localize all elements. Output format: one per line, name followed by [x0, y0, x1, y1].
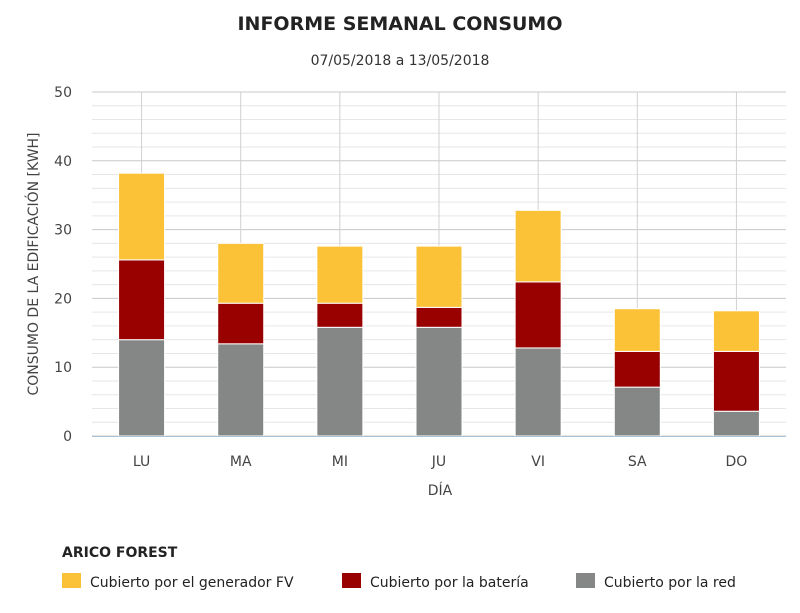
- bar-segment: [217, 242, 265, 304]
- bar-segment: [712, 350, 760, 412]
- chart-title: INFORME SEMANAL CONSUMO: [237, 13, 562, 35]
- chart-subtitle: 07/05/2018 a 13/05/2018: [311, 53, 490, 69]
- legend-swatch: [342, 573, 361, 588]
- x-tick-label: MA: [230, 454, 252, 470]
- bar-segment: [217, 343, 265, 437]
- legend-item: Cubierto por el generador FV: [90, 575, 294, 591]
- y-axis-label: CONSUMO DE LA EDIFICACIÓN [KWH]: [24, 132, 42, 395]
- legend: Cubierto por el generador FV Cubierto por…: [62, 573, 736, 591]
- x-tick-label: VI: [531, 454, 545, 470]
- bar-segment: [613, 308, 661, 352]
- y-tick-label: 50: [54, 85, 72, 101]
- bar-segment: [415, 245, 463, 308]
- bar-segment: [613, 386, 661, 437]
- x-tick-label: JU: [431, 454, 446, 470]
- legend-swatch: [62, 573, 81, 588]
- bar-segment: [217, 302, 265, 345]
- bar-segment: [415, 326, 463, 437]
- bar-segment: [118, 259, 166, 341]
- legend-item: Cubierto por la red: [604, 575, 736, 591]
- bar-segment: [415, 306, 463, 328]
- axes: 0 10 20 30 40 50 LU MA MI JU VI SA DO: [54, 85, 786, 470]
- bar-segment: [613, 350, 661, 388]
- bar-segment: [514, 347, 562, 437]
- bar-segment: [514, 209, 562, 283]
- bar-segment: [712, 410, 760, 437]
- bar-segment: [712, 310, 760, 352]
- y-tick-label: 30: [54, 223, 72, 239]
- bar-segment: [118, 339, 166, 437]
- x-tick-label: SA: [628, 454, 647, 470]
- x-tick-label: LU: [133, 454, 150, 470]
- y-tick-label: 10: [54, 360, 72, 376]
- x-tick-label: DO: [726, 454, 748, 470]
- bar-segment: [316, 302, 364, 328]
- bar-segment: [316, 245, 364, 304]
- x-tick-label: MI: [332, 454, 348, 470]
- y-tick-label: 0: [63, 429, 72, 445]
- bar-segment: [514, 281, 562, 349]
- y-tick-label: 20: [54, 291, 72, 307]
- legend-item: Cubierto por la batería: [370, 575, 529, 591]
- y-tick-label: 40: [54, 154, 72, 170]
- bar-segment: [316, 326, 364, 437]
- legend-swatch: [576, 573, 595, 588]
- x-axis-label: DÍA: [428, 482, 453, 499]
- bar-segment: [118, 172, 166, 261]
- bars: [118, 172, 760, 437]
- legend-title: ARICO FOREST: [62, 545, 178, 561]
